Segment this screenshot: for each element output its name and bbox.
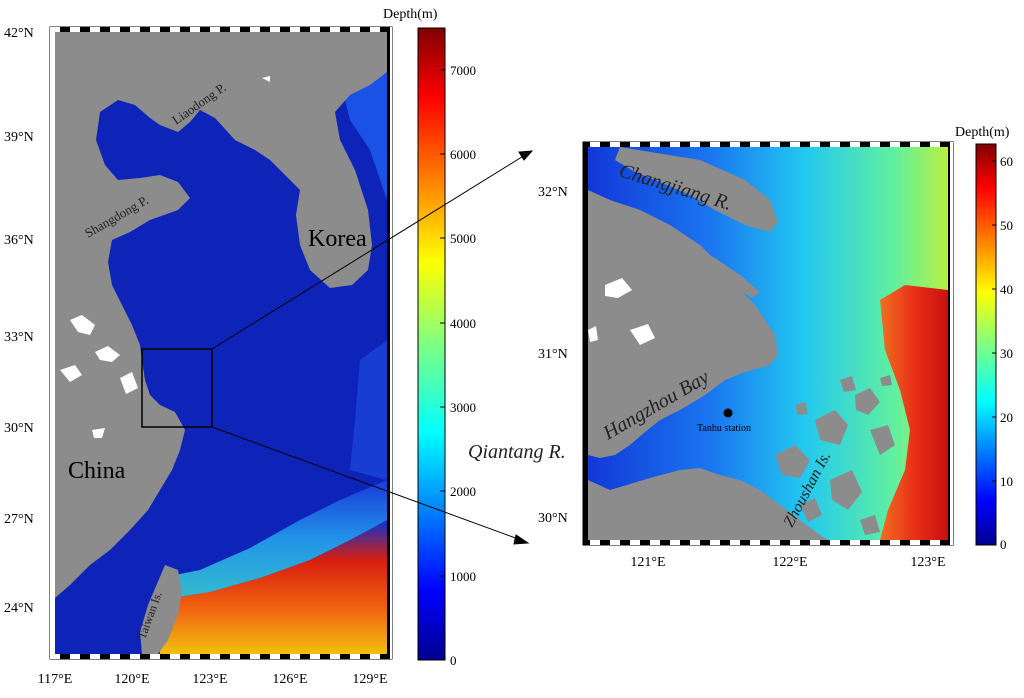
left-map-shelf-slope [160,480,387,600]
right-colorbar-tick-label: 60 [1000,154,1013,169]
lat-label: 24°N [4,601,34,616]
zoom-arrow-bottom-head [513,534,530,545]
left-map-lat-labels: 42°N 39°N 36°N 33°N 30°N 27°N 24°N [4,26,34,616]
lon-label: 123°E [192,672,227,687]
right-map-land-north [640,225,760,298]
right-map-land-south [588,468,828,540]
lat-label: 39°N [4,130,34,145]
right-lon-label: 121°E [630,555,665,570]
left-map-tick-bars [50,27,392,659]
zoom-arrow-top-head [518,150,534,161]
right-lon-label: 123°E [910,555,945,570]
right-colorbar-tick-label: 20 [1000,410,1013,425]
left-map-lon-labels: 117°E 120°E 123°E 126°E 129°E [38,672,388,687]
lon-label: 129°E [352,672,387,687]
right-colorbar-tick-label: 40 [1000,282,1013,297]
right-colorbar-ticks [992,160,996,482]
left-map-land-taiwan [140,565,182,654]
left-colorbar-tick-label: 3000 [450,400,476,415]
right-colorbar: Depth(m) 60 50 40 30 20 10 0 [955,125,1013,552]
left-colorbar-tick-label: 5000 [450,231,476,246]
right-colorbar-gradient [975,143,997,546]
zoom-arrow-top [211,154,526,350]
left-colorbar-ticks [440,69,445,577]
lat-label: 42°N [4,26,34,41]
right-map-tick-bars [583,142,953,545]
right-map: Tanhu station Changjiang R. Hangzhou Bay… [468,141,954,570]
left-map-land-china [55,32,387,598]
left-colorbar-tick-label: 4000 [450,316,476,331]
right-lon-label: 122°E [772,555,807,570]
right-lat-label: 32°N [538,185,568,200]
left-map-east-slope [350,340,387,480]
zoom-arrows [211,150,534,545]
left-map-deep-ocean [160,520,387,654]
left-map-inset-box [141,348,213,428]
right-colorbar-tick-label: 30 [1000,346,1013,361]
left-colorbar-tick-label: 7000 [450,63,476,78]
lon-label: 117°E [38,672,73,687]
right-map-land-chongming [615,147,778,232]
right-colorbar-title: Depth(m) [955,125,1010,140]
right-colorbar-tick-label: 10 [1000,474,1013,489]
lat-label: 33°N [4,330,34,345]
right-map-land-mainland [588,147,778,458]
left-map-lakes [60,76,270,438]
left-colorbar-title: Depth(m) [383,7,438,22]
tanhu-station-marker [723,408,733,418]
right-colorbar-tick-label: 50 [1000,218,1013,233]
left-colorbar-tick-label: 0 [450,653,457,668]
left-colorbar: Depth(m) 7000 6000 5000 4000 3000 2000 1… [383,7,476,668]
lon-label: 120°E [114,672,149,687]
right-lat-label: 31°N [538,347,568,362]
label-qiantang: Qiantang R. [468,441,566,463]
label-korea: Korea [308,226,367,252]
lat-label: 30°N [4,421,34,436]
lat-label: 27°N [4,512,34,527]
right-map-deep-area [880,285,948,540]
right-colorbar-tick-label: 0 [1000,537,1007,552]
label-china: China [68,458,126,484]
left-colorbar-tick-label: 2000 [450,484,476,499]
lat-label: 36°N [4,233,34,248]
right-map-islands [775,375,895,535]
right-map-lakes [588,278,655,345]
left-colorbar-gradient [417,27,446,661]
lon-label: 126°E [272,672,307,687]
left-colorbar-tick-label: 1000 [450,569,476,584]
left-map: Liaodong P. Shangdong P. Korea China Tai… [4,26,393,687]
label-tanhu-station: Tanhu station [697,423,751,434]
zoom-arrow-bottom [211,426,522,541]
left-colorbar-tick-label: 6000 [450,147,476,162]
right-lat-label: 30°N [538,511,568,526]
